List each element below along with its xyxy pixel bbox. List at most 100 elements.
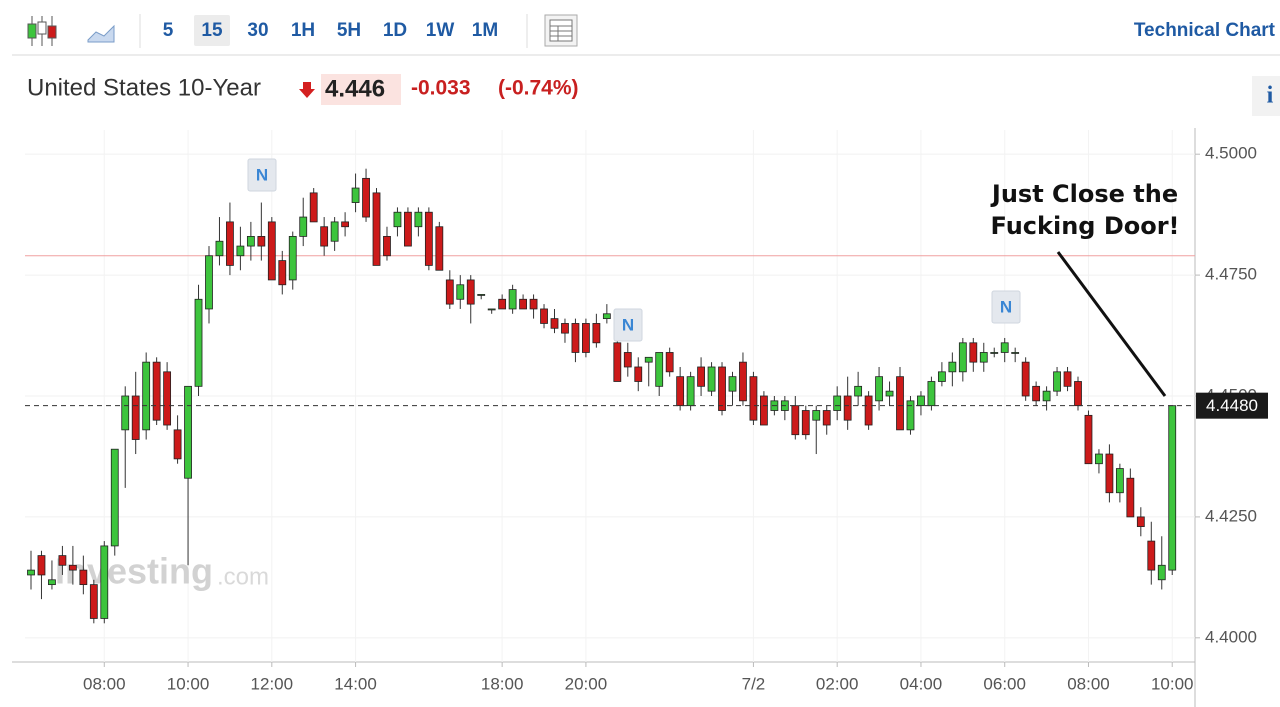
candle-body [833, 395, 842, 411]
info-box[interactable] [1252, 76, 1280, 116]
x-tick-label: 02:00 [816, 674, 859, 693]
candle-body [267, 221, 276, 281]
price-highlight [321, 74, 401, 105]
candle-body [487, 308, 496, 311]
last-price-tag [1196, 392, 1268, 419]
candle-body [571, 323, 580, 353]
candle-body [79, 569, 88, 586]
interval-button[interactable]: 1D [383, 20, 407, 41]
interval-button[interactable]: 1W [426, 20, 455, 41]
news-marker-label[interactable]: N [1000, 297, 1012, 316]
candle-body [299, 216, 308, 237]
candle-body [937, 371, 946, 382]
info-button[interactable]: i [1267, 83, 1274, 109]
interval-button[interactable]: 1M [472, 20, 498, 41]
candle-body [1042, 390, 1051, 402]
candle-body [948, 361, 957, 373]
candle-body [519, 298, 527, 310]
candle-body [917, 395, 925, 407]
area-icon[interactable] [87, 24, 115, 43]
candle-body [414, 211, 423, 228]
candle-body [404, 211, 412, 247]
last-price-label: 4.4480 [1206, 396, 1258, 415]
candle-body [121, 395, 130, 431]
candle-body [1000, 342, 1009, 353]
candle-body [582, 323, 590, 353]
candle-body [445, 279, 454, 305]
down-arrow [299, 82, 315, 98]
candle-body [676, 376, 685, 407]
candle-body [362, 177, 370, 218]
news-marker[interactable] [613, 308, 643, 342]
candle-body [644, 356, 653, 363]
news-marker-label[interactable]: N [622, 315, 634, 334]
candle-body [1105, 453, 1114, 494]
candle-body [739, 361, 747, 402]
candle-body [875, 376, 883, 402]
news-marker[interactable] [247, 158, 277, 192]
candle-body [330, 221, 339, 242]
candle-body [592, 323, 601, 344]
candle-body [665, 352, 674, 373]
interval-button[interactable]: 5H [337, 20, 361, 41]
table-icon[interactable] [544, 14, 578, 47]
y-tick-label: 4.5000 [1205, 144, 1257, 163]
candle-body [142, 361, 151, 431]
candle-body [351, 187, 360, 203]
interval-button[interactable]: 5 [163, 20, 174, 41]
candle-body [236, 245, 245, 257]
candle-body [801, 410, 810, 436]
x-tick-label: 12:00 [251, 674, 294, 693]
candle-body [131, 395, 140, 440]
candle-body [896, 376, 904, 431]
news-marker[interactable] [991, 290, 1021, 324]
candle-body [372, 192, 381, 266]
candle-body [89, 584, 98, 619]
x-tick-label: 10:00 [1151, 674, 1194, 693]
candle-body [718, 366, 726, 411]
candle-body [749, 376, 758, 421]
candle-body [1053, 371, 1061, 392]
candle-body [550, 318, 559, 329]
candle-body [854, 385, 863, 397]
candle-body [424, 211, 433, 266]
candle-body [1157, 564, 1166, 581]
x-tick-label: 08:00 [83, 674, 126, 693]
toolbar-title[interactable]: Technical Chart [1134, 20, 1276, 41]
x-tick-label: 18:00 [481, 674, 524, 693]
candle-body [728, 376, 737, 392]
interval-button[interactable]: 1H [291, 20, 315, 41]
candle-body [529, 298, 538, 310]
candle-icon[interactable] [27, 16, 57, 46]
price-change: -0.033 [411, 77, 471, 100]
candle-body [215, 240, 224, 257]
candle-body [163, 371, 172, 426]
candle-body [990, 352, 999, 354]
overlay: 4.40004.42504.45004.47504.500008:0010:00… [25, 144, 1268, 693]
candle-body [477, 294, 486, 296]
news-marker-label[interactable]: N [256, 165, 268, 184]
candle-body [655, 352, 664, 387]
candle-body [257, 235, 266, 247]
candle-body [969, 342, 978, 363]
interval-button[interactable]: 15 [201, 20, 223, 41]
candle-body [1095, 453, 1103, 465]
candle-body [100, 545, 109, 619]
candle-body [288, 235, 297, 281]
interval-button[interactable]: 30 [247, 20, 268, 41]
candle-body [1074, 381, 1082, 407]
candle-body [58, 555, 67, 566]
candle-body [1021, 361, 1030, 397]
candle-body [927, 381, 936, 407]
candle-body [1032, 385, 1041, 402]
candle-body [634, 366, 643, 382]
candle-body [864, 395, 873, 426]
candle-body [152, 361, 161, 421]
last-price: 4.446 [325, 75, 385, 102]
candle-body [1126, 477, 1135, 518]
candle-body [979, 352, 988, 363]
candle-body [27, 569, 35, 576]
watermark-suffix: .com [217, 563, 269, 590]
candle-body [278, 260, 287, 286]
